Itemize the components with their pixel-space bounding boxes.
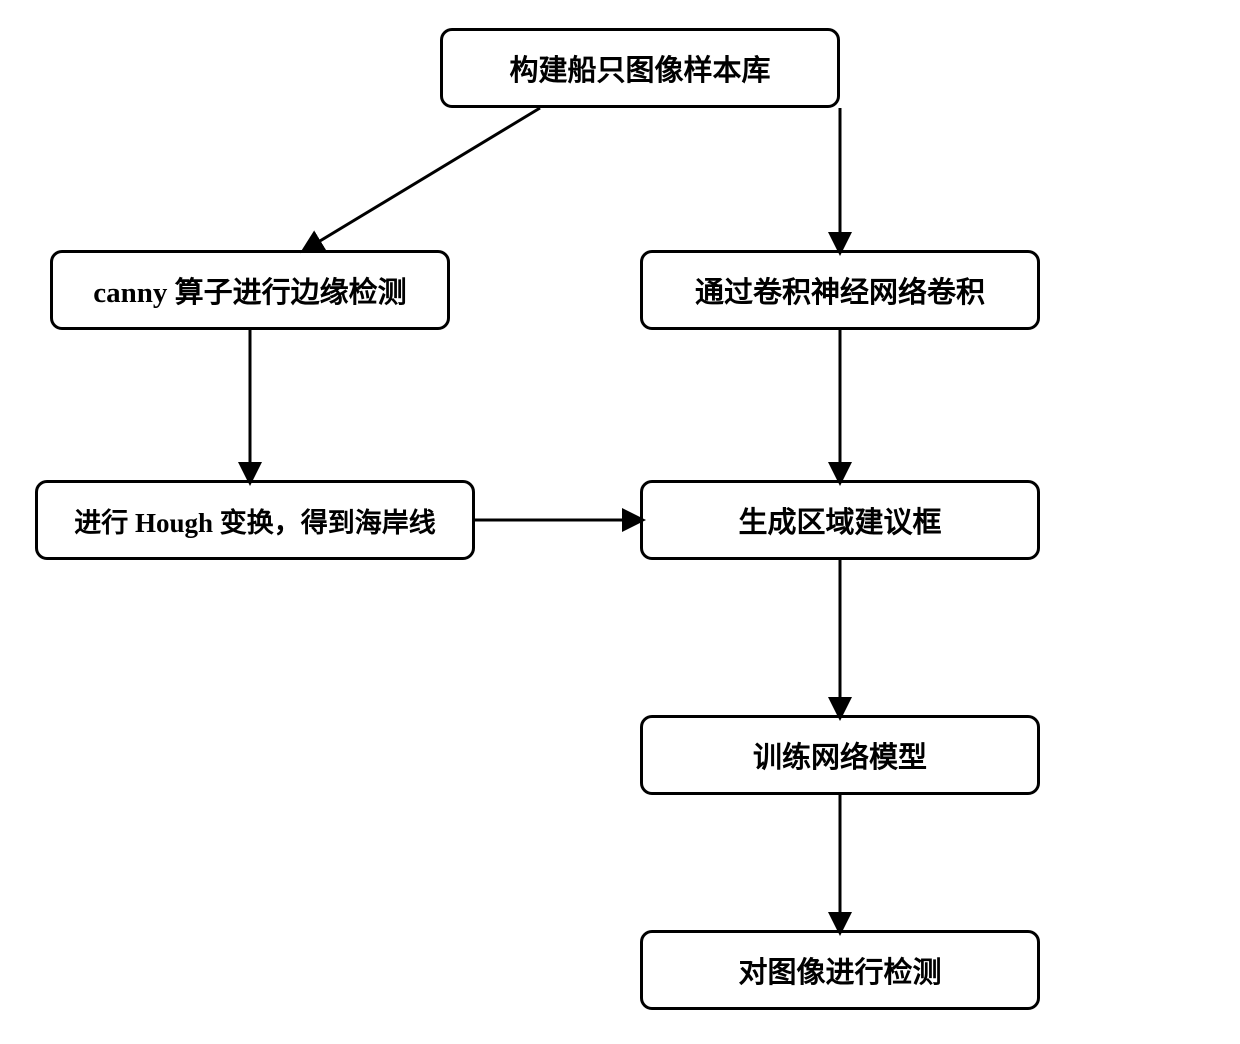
flowchart-node-n1: 构建船只图像样本库 bbox=[440, 28, 840, 108]
flowchart-node-n2: canny 算子进行边缘检测 bbox=[50, 250, 450, 330]
flowchart-node-n6: 训练网络模型 bbox=[640, 715, 1040, 795]
flowchart-node-n3: 通过卷积神经网络卷积 bbox=[640, 250, 1040, 330]
flowchart-node-n4: 进行 Hough 变换，得到海岸线 bbox=[35, 480, 475, 560]
flowchart-node-n5: 生成区域建议框 bbox=[640, 480, 1040, 560]
flowchart-node-n7: 对图像进行检测 bbox=[640, 930, 1040, 1010]
flowchart-edge bbox=[305, 108, 540, 250]
